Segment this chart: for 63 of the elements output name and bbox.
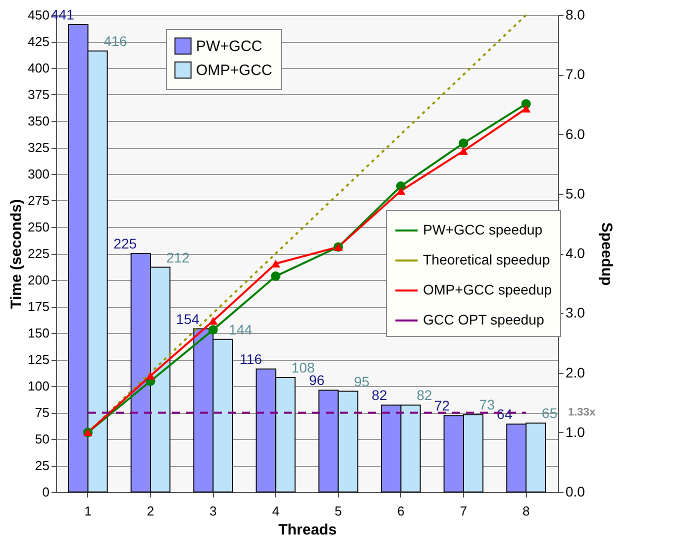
data-label: 82: [416, 387, 432, 404]
legend-label: Theoretical speedup: [423, 252, 550, 268]
data-label: 73: [479, 396, 495, 413]
y-tick-label: 275: [28, 193, 50, 208]
y-tick-label: 250: [28, 220, 50, 234]
y2-tick-label: 7.0: [566, 66, 586, 82]
y-tick-label: 400: [28, 60, 50, 76]
data-label: 116: [240, 351, 262, 368]
point: [270, 271, 280, 281]
y-tick-label: 450: [28, 8, 50, 22]
y-tick-label: 375: [28, 87, 50, 102]
y-tick-label: 100: [28, 378, 50, 394]
data-label: 82: [372, 387, 388, 404]
y-tick-label: 200: [28, 272, 50, 288]
legend-label: GCC OPT speedup: [423, 312, 544, 328]
y-tick-label: 75: [35, 405, 50, 420]
x-tick-label: 4: [272, 504, 280, 518]
x-axis-title: Threads: [278, 522, 337, 538]
data-label: 154: [176, 310, 200, 327]
y-tick-label: 225: [28, 246, 50, 261]
y-tick-label: 175: [28, 299, 50, 314]
y-tick-label: 50: [35, 432, 50, 446]
point: [271, 260, 280, 268]
point: [208, 316, 218, 325]
legend-label: PW+GCC speedup: [423, 222, 543, 238]
y2-tick-label: 6.0: [566, 126, 586, 142]
y2-tick-label: 8.0: [566, 6, 586, 22]
y-tick-label: 125: [28, 352, 50, 367]
y2-tick-label: 3.0: [566, 304, 586, 321]
y2-axis-title: Speedup: [598, 222, 615, 286]
data-label: 441: [50, 6, 74, 23]
legend-label: OMP+GCC: [196, 62, 272, 79]
point: [208, 325, 218, 335]
data-label: 72: [434, 398, 450, 414]
y-axis-title: Time (seconds): [8, 199, 25, 309]
y2-tick-label: 0.0: [566, 484, 586, 500]
point: [458, 147, 468, 155]
y2-tick-label: 1.0: [566, 424, 586, 440]
y-tick-label: 0: [42, 484, 50, 500]
y-tick-label: 325: [28, 140, 50, 155]
point: [522, 104, 531, 113]
x-tick-label: 8: [522, 504, 530, 518]
y-tick-label: 25: [35, 458, 50, 473]
y-tick-label: 425: [28, 34, 50, 49]
x-tick-label: 2: [146, 504, 154, 518]
x-tick-label: 1: [84, 504, 92, 518]
y2-tick-label: 4.0: [566, 245, 586, 261]
y-tick-label: 300: [28, 166, 50, 182]
data-label: 225: [113, 236, 138, 252]
y-tick-label: 150: [28, 326, 50, 340]
legend-label: PW+GCC: [196, 38, 262, 55]
x-tick-label: 5: [334, 504, 342, 518]
x-tick-label: 3: [209, 504, 217, 518]
x-tick-label: 7: [460, 504, 468, 518]
data-label: 95: [354, 373, 370, 390]
legend-label: OMP+GCC speedup: [423, 282, 552, 298]
text: 1.33x: [568, 406, 596, 419]
y2-tick-label: 2.0: [566, 364, 586, 380]
y-tick-label: 350: [28, 114, 50, 128]
y2-tick-label: 5.0: [566, 185, 586, 202]
point: [146, 372, 156, 380]
x-tick-label: 6: [397, 504, 405, 518]
point: [458, 138, 468, 148]
